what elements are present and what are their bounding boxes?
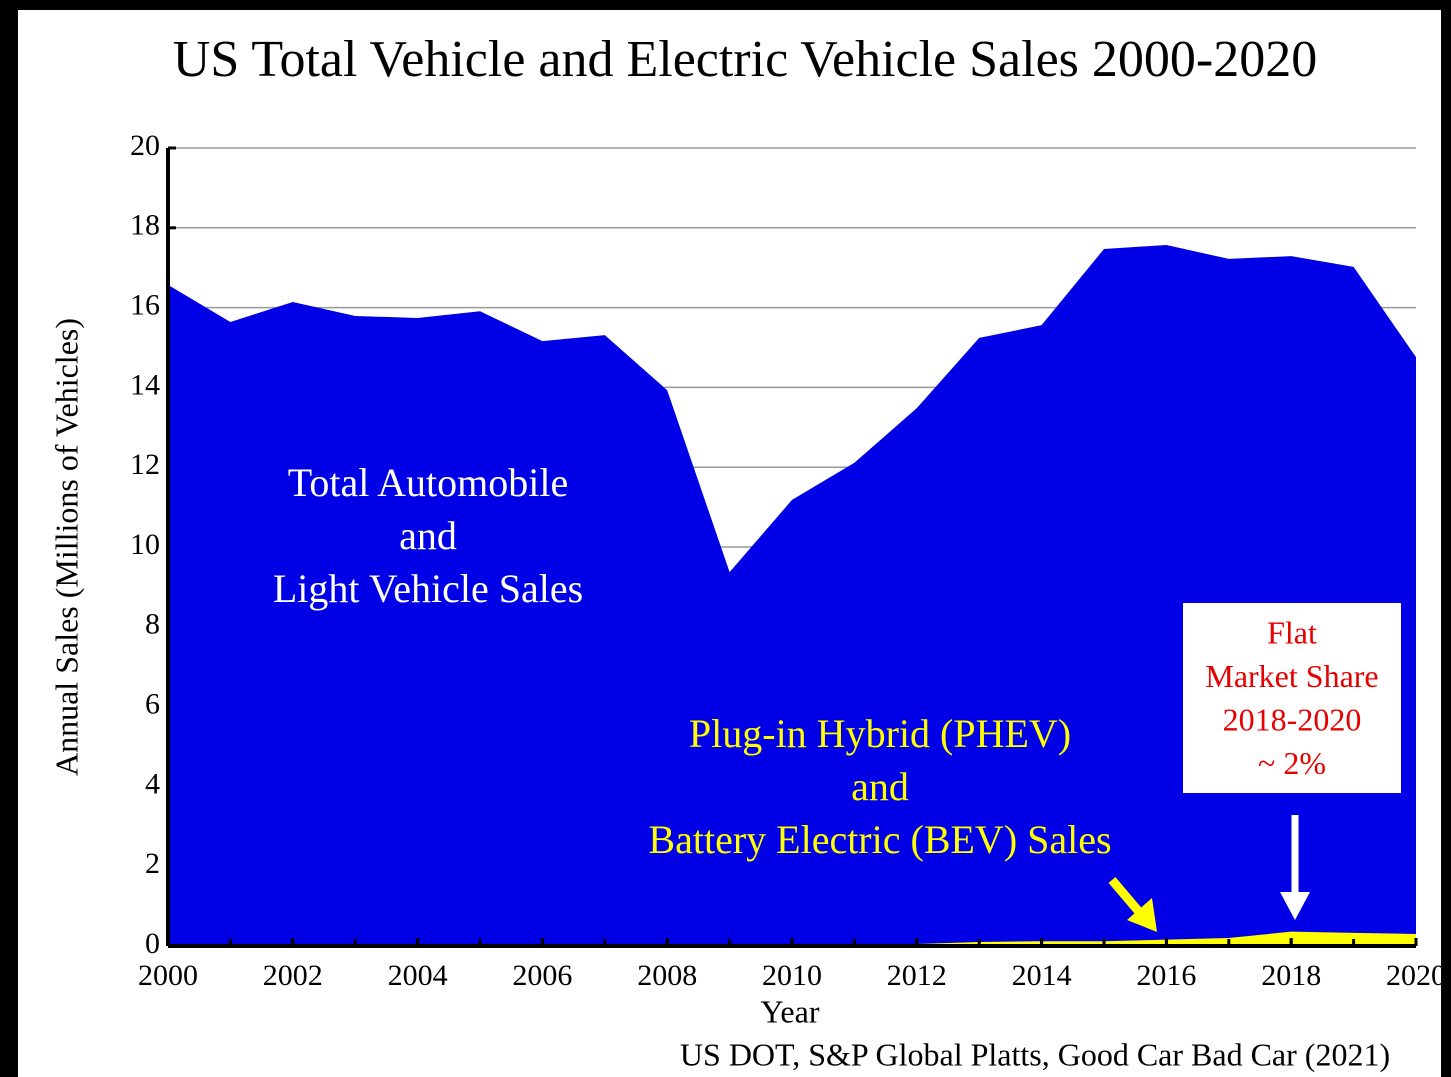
y-tick-label: 2 (145, 847, 160, 880)
source: US DOT, S&P Global Platts, Good Car Bad … (680, 1036, 1390, 1072)
x-tick-label: 2002 (263, 959, 323, 992)
y-tick-label: 12 (130, 448, 160, 481)
annotation: and (399, 513, 457, 558)
y-axis-label: Annual Sales (Millions of Vehicles) (48, 318, 84, 776)
x-tick-label: 2008 (637, 959, 697, 992)
x-tick-label: 2010 (762, 959, 822, 992)
chart-title: US Total Vehicle and Electric Vehicle Sa… (173, 31, 1317, 88)
y-tick-label: 10 (130, 528, 160, 561)
y-tick-label: 8 (145, 608, 160, 641)
annotation: Market Share (1205, 658, 1378, 694)
annotation: 2018-2020 (1223, 701, 1362, 737)
annotation: Battery Electric (BEV) Sales (648, 817, 1111, 862)
x-tick-label: 2020 (1386, 959, 1446, 992)
y-tick-label: 20 (130, 129, 160, 162)
y-tick-label: 6 (145, 687, 160, 720)
x-tick-label: 2004 (388, 959, 448, 992)
annotation: Flat (1267, 614, 1317, 650)
x-axis-label: Year (761, 993, 820, 1029)
x-tick-label: 2006 (512, 959, 572, 992)
y-tick-label: 14 (130, 368, 160, 401)
annotation: Total Automobile (288, 460, 569, 505)
x-tick-label: 2014 (1012, 959, 1072, 992)
annotation: ~ 2% (1258, 745, 1326, 781)
annotation: Light Vehicle Sales (273, 566, 583, 611)
arrow-head (1280, 892, 1310, 920)
annotation: Plug-in Hybrid (PHEV) (689, 711, 1071, 756)
x-tick-label: 2012 (887, 959, 947, 992)
y-tick-label: 18 (130, 209, 160, 242)
arrow (1108, 877, 1144, 916)
y-tick-label: 4 (145, 767, 160, 800)
x-tick-label: 2018 (1261, 959, 1321, 992)
x-tick-label: 2000 (138, 959, 198, 992)
y-tick-label: 16 (130, 288, 160, 321)
y-tick-label: 0 (145, 927, 160, 960)
annotation: and (851, 764, 909, 809)
area (168, 244, 1416, 946)
annotation-box (1183, 603, 1401, 793)
x-tick-label: 2016 (1136, 959, 1196, 992)
arrow-head (1127, 898, 1157, 932)
